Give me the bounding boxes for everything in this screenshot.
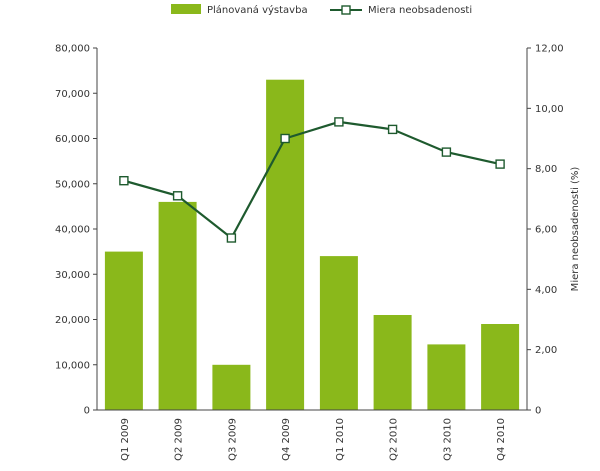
x-tick-label: Q3 2010 (442, 418, 453, 461)
left-tick-label: 50,000 (55, 179, 90, 190)
line-marker (441, 147, 452, 157)
x-tick-label: Q4 2010 (496, 418, 507, 461)
bar (319, 256, 358, 410)
legend: Plánovaná výstavba Miera neobsadenosti (171, 4, 472, 16)
right-axis-title: Miera neobsadenosti (%) (570, 167, 581, 292)
right-tick-label: 4,00 (535, 285, 557, 296)
legend-line-marker (341, 5, 351, 15)
bar (212, 364, 251, 411)
left-tick-label: 60,000 (55, 134, 90, 145)
left-tick-label: 20,000 (55, 315, 90, 326)
line-path (123, 120, 501, 240)
axes (93, 47, 531, 411)
right-tick-label: 12,00 (535, 44, 564, 55)
left-tick-label: 40,000 (55, 225, 90, 236)
line-marker (334, 117, 344, 127)
bar (373, 315, 412, 410)
x-tick-label: Q2 2010 (389, 418, 400, 461)
line-series (119, 117, 505, 243)
line-marker (172, 191, 183, 201)
bar (158, 201, 197, 410)
left-tick-label: 70,000 (55, 89, 90, 100)
left-tick-label: 10,000 (55, 360, 90, 371)
legend-bar-label: Plánovaná výstavba (207, 4, 308, 16)
right-tick-label: 10,00 (535, 104, 564, 115)
left-tick-label: 80,000 (55, 44, 90, 55)
line-marker (280, 133, 290, 144)
x-tick-label: Q4 2009 (281, 418, 292, 461)
bar (481, 324, 520, 410)
line-marker (387, 124, 398, 135)
left-tick-label: 30,000 (55, 270, 90, 281)
left-tick-label: 0 (84, 406, 90, 417)
x-tick-label: Q3 2009 (227, 418, 238, 461)
x-tick-label: Q2 2009 (174, 418, 185, 461)
legend-bar-swatch (171, 4, 201, 14)
legend-line-label: Miera neobsadenosti (368, 5, 472, 16)
x-tick-label: Q1 2009 (120, 418, 131, 461)
line-marker (119, 175, 129, 186)
right-tick-label: 2,00 (535, 345, 557, 356)
bar (266, 79, 305, 410)
right-tick-label: 0 (535, 406, 541, 417)
line-marker (495, 159, 505, 169)
line-marker (226, 233, 237, 243)
tick-labels: 010,00020,00030,00040,00050,00060,00070,… (55, 44, 564, 461)
bar (104, 251, 143, 410)
bar (427, 344, 466, 410)
right-tick-label: 8,00 (535, 164, 557, 175)
right-tick-label: 6,00 (535, 225, 557, 236)
x-tick-label: Q1 2010 (335, 418, 346, 461)
